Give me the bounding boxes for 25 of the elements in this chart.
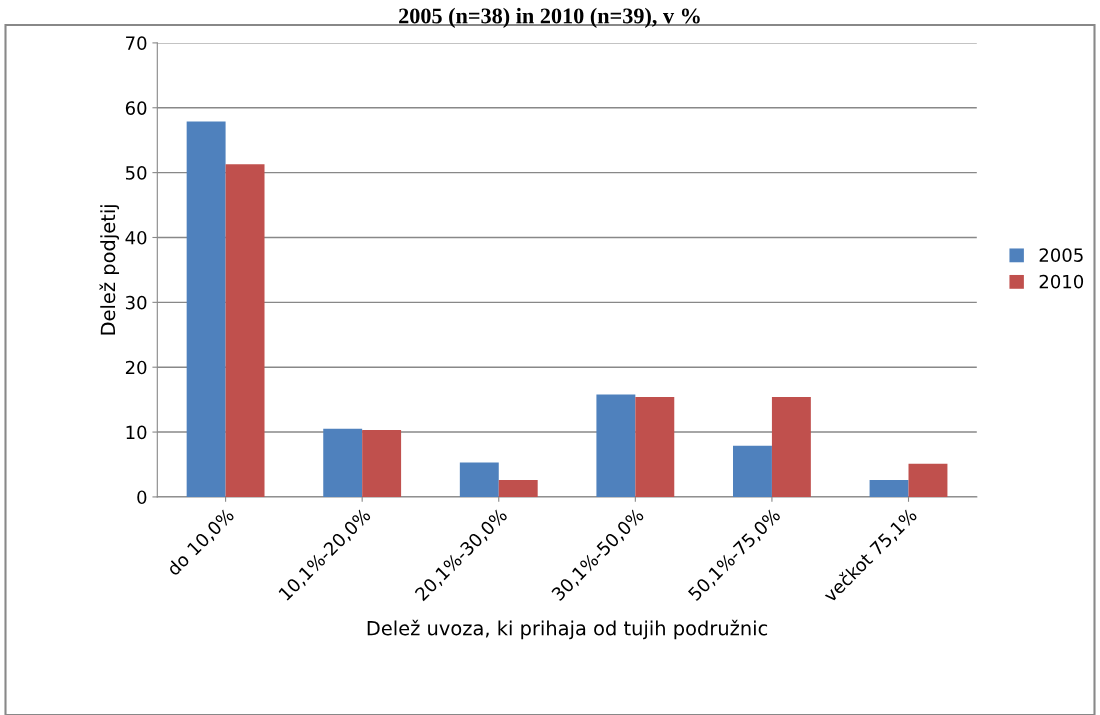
bar: [362, 430, 402, 497]
y-tick-label: 40: [125, 230, 147, 245]
bar: [498, 480, 538, 497]
bar: [186, 121, 226, 497]
y-tick-label: 50: [126, 166, 147, 180]
y-tick-label: 30: [125, 295, 147, 310]
bar: [323, 428, 363, 497]
y-tick-label: 70: [126, 36, 147, 51]
bar: [733, 445, 772, 497]
y-tick-label: 60: [125, 101, 147, 115]
bar: [596, 394, 636, 497]
bar: [635, 397, 675, 497]
x-axis-title: Delež uvoza, ki prihaja od tujih podružnic: [367, 619, 768, 640]
chart-title: 2005 (n=38) in 2010 (n=39), v %: [399, 7, 700, 28]
bar: [225, 164, 265, 497]
y-tick-label: 10: [126, 425, 147, 440]
bar: [459, 462, 499, 497]
bar: [869, 480, 909, 497]
legend-label: 2010: [1039, 274, 1084, 289]
bar: [908, 463, 948, 497]
y-tick-label: 0: [137, 490, 147, 505]
y-tick-label: 20: [125, 360, 147, 375]
legend-label: 2005: [1039, 248, 1083, 262]
y-axis-title: Delež podjetij: [99, 205, 120, 335]
bar: [771, 397, 811, 497]
